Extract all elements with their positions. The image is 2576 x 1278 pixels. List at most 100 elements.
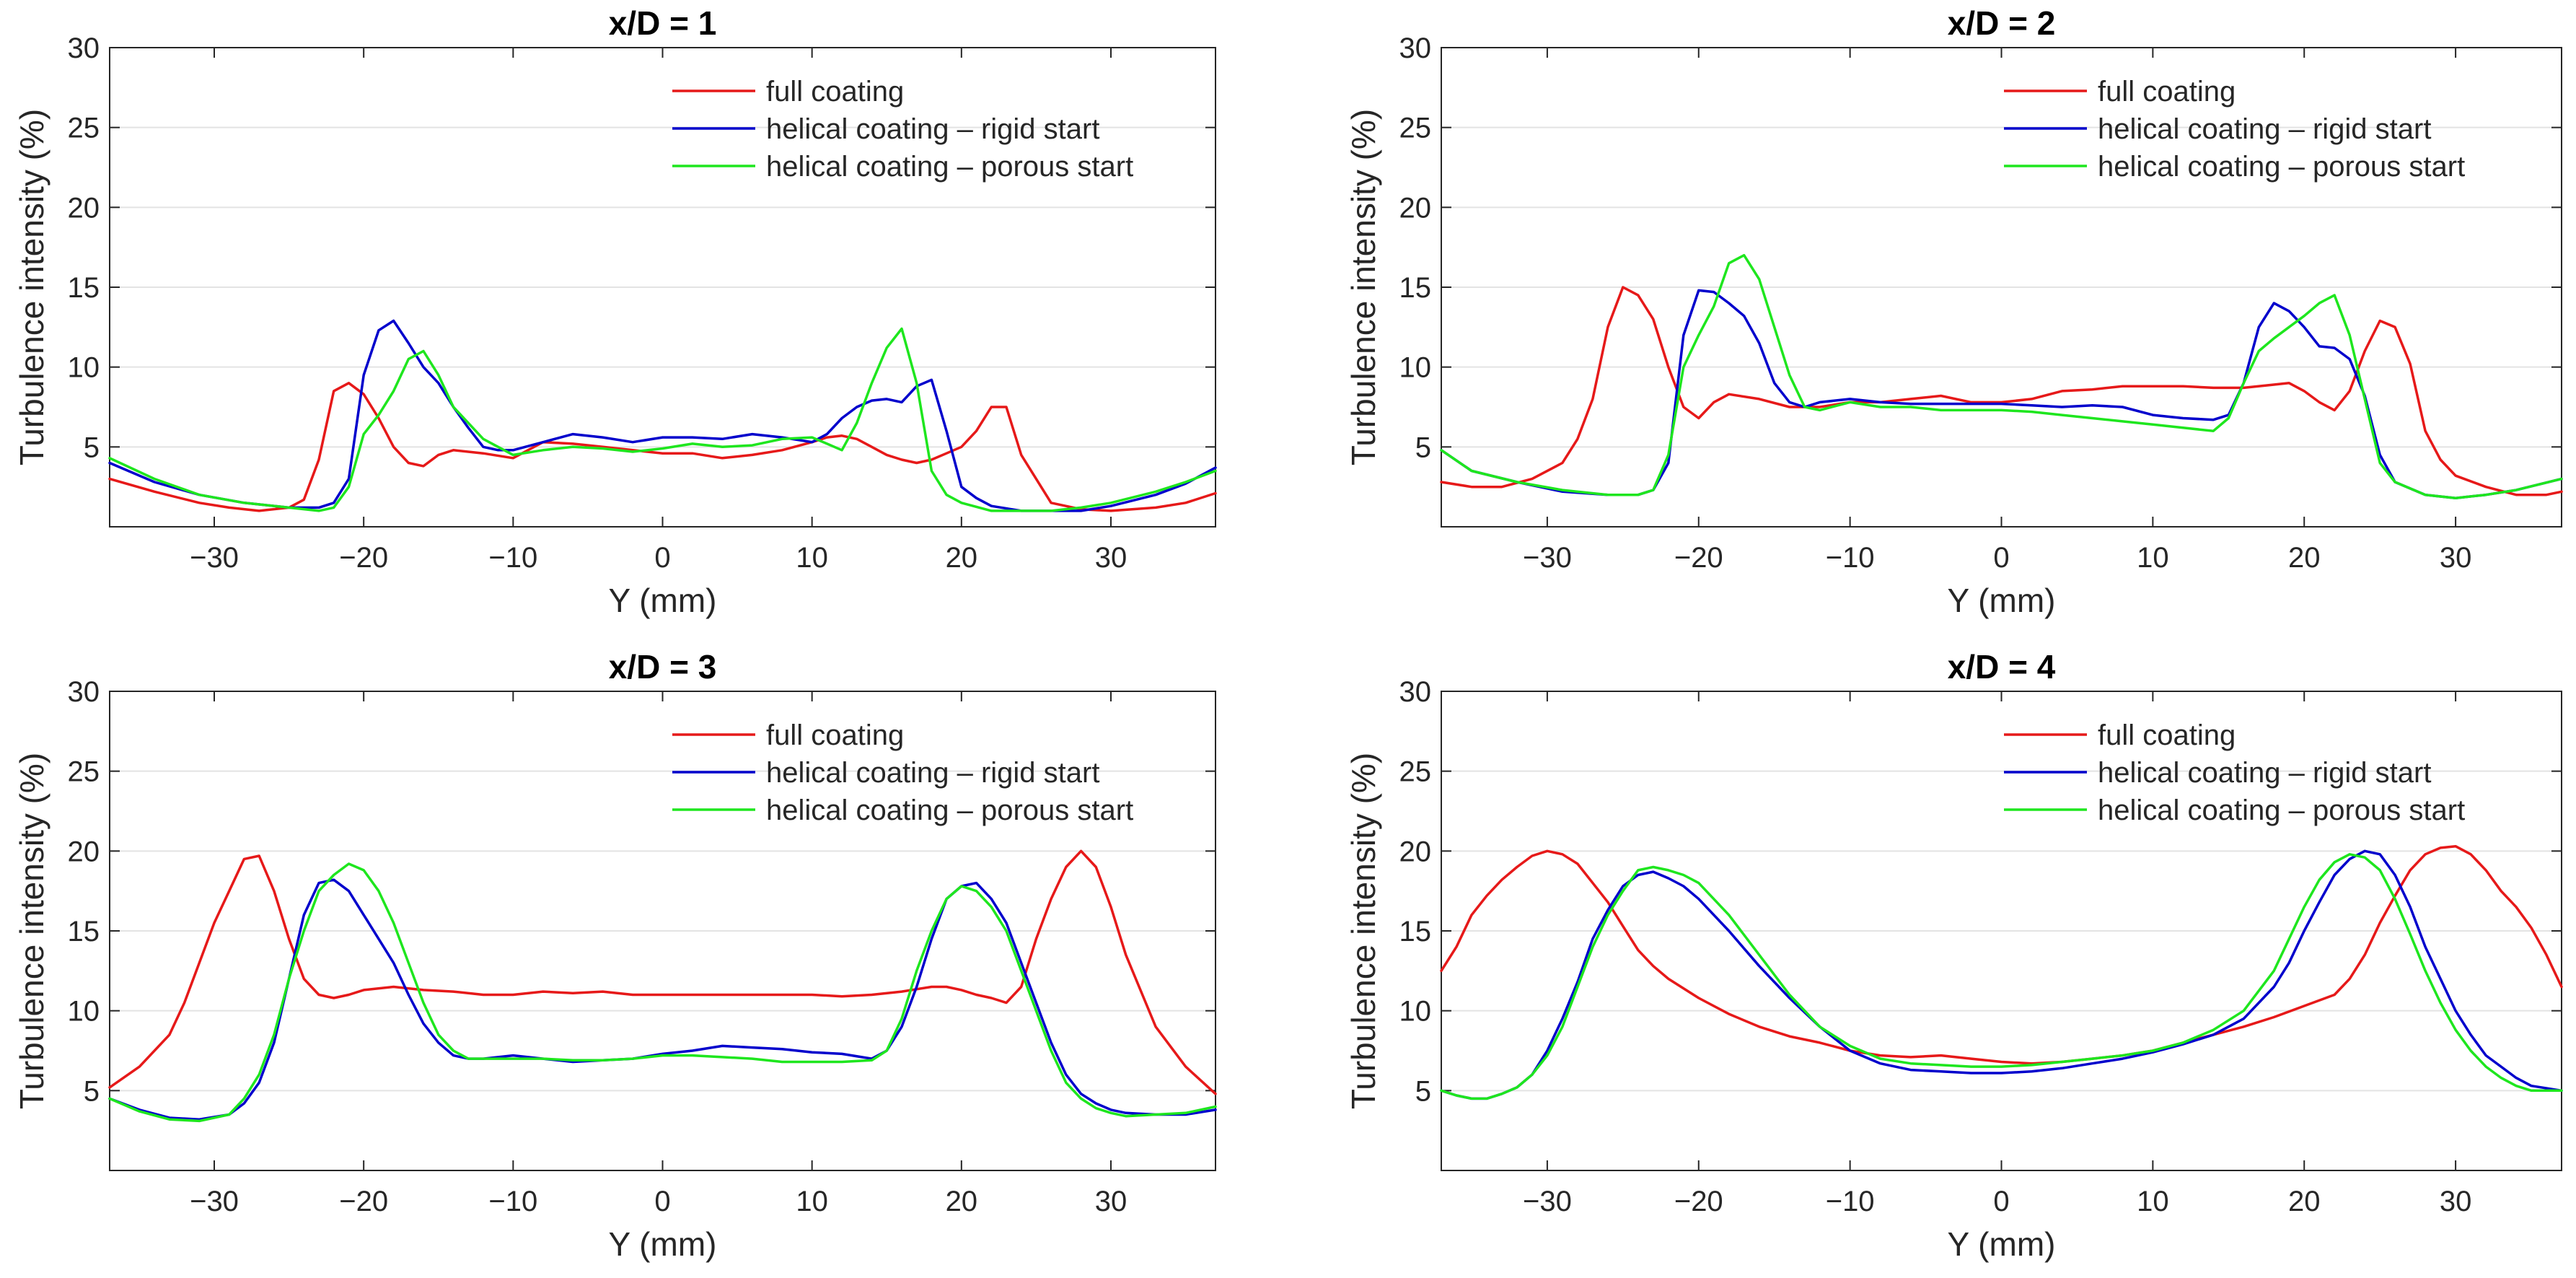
legend-entry: helical coating – porous start — [766, 795, 1133, 826]
series-line-helical-coating-porous-start — [108, 862, 1217, 1123]
series-line-helical-coating-rigid-start — [1440, 289, 2563, 499]
y-tick-label: 30 — [1399, 676, 1432, 708]
x-tick-label: −20 — [1674, 542, 1723, 574]
series-line-full-coating — [1440, 844, 2563, 1065]
x-tick-label: −30 — [190, 542, 239, 574]
panel-title: x/D = 4 — [1948, 648, 2056, 686]
x-tick-label: −20 — [1674, 1186, 1723, 1217]
x-tick-label: −20 — [339, 1186, 388, 1217]
x-tick-label: 10 — [2137, 542, 2169, 574]
x-tick-label: 10 — [796, 542, 828, 574]
x-tick-label: 20 — [2288, 1186, 2321, 1217]
x-tick-label: −10 — [1826, 542, 1875, 574]
y-tick-label: 5 — [84, 432, 100, 463]
y-tick-label: 25 — [1399, 756, 1432, 788]
grid-lines — [1441, 691, 2562, 1092]
legend-entry: helical coating – porous start — [2098, 151, 2465, 183]
y-tick-label: 5 — [1415, 432, 1431, 463]
legend: full coating helical coating – rigid star… — [672, 719, 1133, 826]
x-tick-label: −10 — [488, 542, 537, 574]
y-tick-label: 30 — [1399, 32, 1432, 64]
x-tick-label: −20 — [339, 542, 388, 574]
x-axis-label: Y (mm) — [1948, 1225, 2056, 1263]
legend-entry: helical coating – rigid start — [2098, 757, 2431, 789]
legend: full coating helical coating – rigid star… — [672, 76, 1133, 183]
series-line-helical-coating-porous-start — [1440, 253, 2563, 499]
legend-entry: helical coating – porous start — [766, 151, 1133, 183]
x-tick-label: 20 — [946, 1186, 978, 1217]
legend-entry: full coating — [2098, 76, 2236, 108]
x-tick-label: 10 — [2137, 1186, 2169, 1217]
legend-entry: helical coating – porous start — [2098, 795, 2465, 826]
y-axis-label: Turbulence intensity (%) — [1345, 753, 1382, 1109]
x-tick-label: −30 — [190, 1186, 239, 1217]
y-tick-label: 10 — [1399, 996, 1432, 1028]
legend-entry: helical coating – rigid start — [766, 113, 1099, 145]
x-tick-label: 0 — [1993, 542, 2009, 574]
y-axis-label: Turbulence intensity (%) — [1345, 109, 1382, 465]
y-axis-label: Turbulence intensity (%) — [13, 109, 50, 465]
series-line-helical-coating-rigid-start — [108, 319, 1217, 512]
y-tick-label: 15 — [1399, 272, 1432, 304]
y-tick-label: 30 — [68, 32, 100, 64]
x-tick-label: −30 — [1523, 542, 1572, 574]
y-tick-label: 10 — [1399, 352, 1432, 384]
grid-lines — [110, 47, 1216, 448]
series-line-full-coating — [1440, 286, 2563, 496]
grid-lines — [1441, 47, 2562, 448]
series-line-full-coating — [108, 382, 1217, 512]
x-tick-label: −30 — [1523, 1186, 1572, 1217]
x-tick-label: 30 — [1095, 542, 1127, 574]
panel-3: 5 10 15 20 25 30 −30 −20 −10 0 10 20 30 x/D = 3 Y (mm)… — [13, 648, 1217, 1263]
y-tick-label: 5 — [1415, 1075, 1431, 1107]
x-tick-label: 20 — [2288, 542, 2321, 574]
y-tick-label: 10 — [68, 352, 100, 384]
y-tick-label: 25 — [1399, 113, 1432, 144]
legend-entry: helical coating – rigid start — [2098, 113, 2431, 145]
y-tick-label: 15 — [68, 272, 100, 304]
y-axis-label: Turbulence intensity (%) — [13, 753, 50, 1109]
series-line-helical-coating-rigid-start — [1440, 849, 2563, 1100]
x-axis-label: Y (mm) — [1948, 582, 2056, 619]
x-axis-label: Y (mm) — [609, 582, 717, 619]
panel-title: x/D = 3 — [609, 648, 717, 686]
x-axis-label: Y (mm) — [609, 1225, 717, 1263]
x-tick-label: 10 — [796, 1186, 828, 1217]
x-tick-label: 20 — [946, 542, 978, 574]
series-line-helical-coating-porous-start — [108, 327, 1217, 512]
x-tick-label: 30 — [2440, 1186, 2472, 1217]
panel-title: x/D = 2 — [1948, 4, 2056, 42]
legend: full coating helical coating – rigid star… — [2004, 76, 2465, 183]
legend-entry: helical coating – rigid start — [766, 757, 1099, 789]
legend: full coating helical coating – rigid star… — [2004, 719, 2465, 826]
y-tick-label: 30 — [68, 676, 100, 708]
y-tick-label: 25 — [68, 113, 100, 144]
y-tick-label: 10 — [68, 996, 100, 1028]
y-tick-label: 5 — [84, 1075, 100, 1107]
legend-entry: full coating — [766, 76, 904, 108]
y-tick-label: 20 — [68, 836, 100, 867]
x-tick-label: 30 — [2440, 542, 2472, 574]
panel-title: x/D = 1 — [609, 4, 717, 42]
legend-entry: full coating — [2098, 719, 2236, 751]
legend-entry: full coating — [766, 719, 904, 751]
x-tick-label: 30 — [1095, 1186, 1127, 1217]
y-tick-label: 15 — [1399, 916, 1432, 947]
series-line-helical-coating-porous-start — [1440, 853, 2563, 1100]
panel-1: 5 10 15 20 25 30 −30 −20 −10 0 10 20 30 x/D = 1 Y (mm)… — [13, 4, 1217, 619]
series-line-helical-coating-rigid-start — [108, 878, 1217, 1121]
series-line-full-coating — [108, 849, 1217, 1095]
y-tick-label: 15 — [68, 916, 100, 947]
x-tick-label: 0 — [1993, 1186, 2009, 1217]
x-tick-label: −10 — [488, 1186, 537, 1217]
x-tick-label: 0 — [654, 542, 670, 574]
y-tick-label: 20 — [1399, 192, 1432, 224]
y-tick-label: 20 — [68, 192, 100, 224]
panel-2: 5 10 15 20 25 30 −30 −20 −10 0 10 20 30 x/D = 2 Y (mm)… — [1345, 4, 2563, 619]
x-tick-label: 0 — [654, 1186, 670, 1217]
x-tick-label: −10 — [1826, 1186, 1875, 1217]
panel-4: 5 10 15 20 25 30 −30 −20 −10 0 10 20 30 x/D = 4 Y (mm)… — [1345, 648, 2563, 1263]
y-tick-label: 25 — [68, 756, 100, 788]
y-tick-label: 20 — [1399, 836, 1432, 867]
